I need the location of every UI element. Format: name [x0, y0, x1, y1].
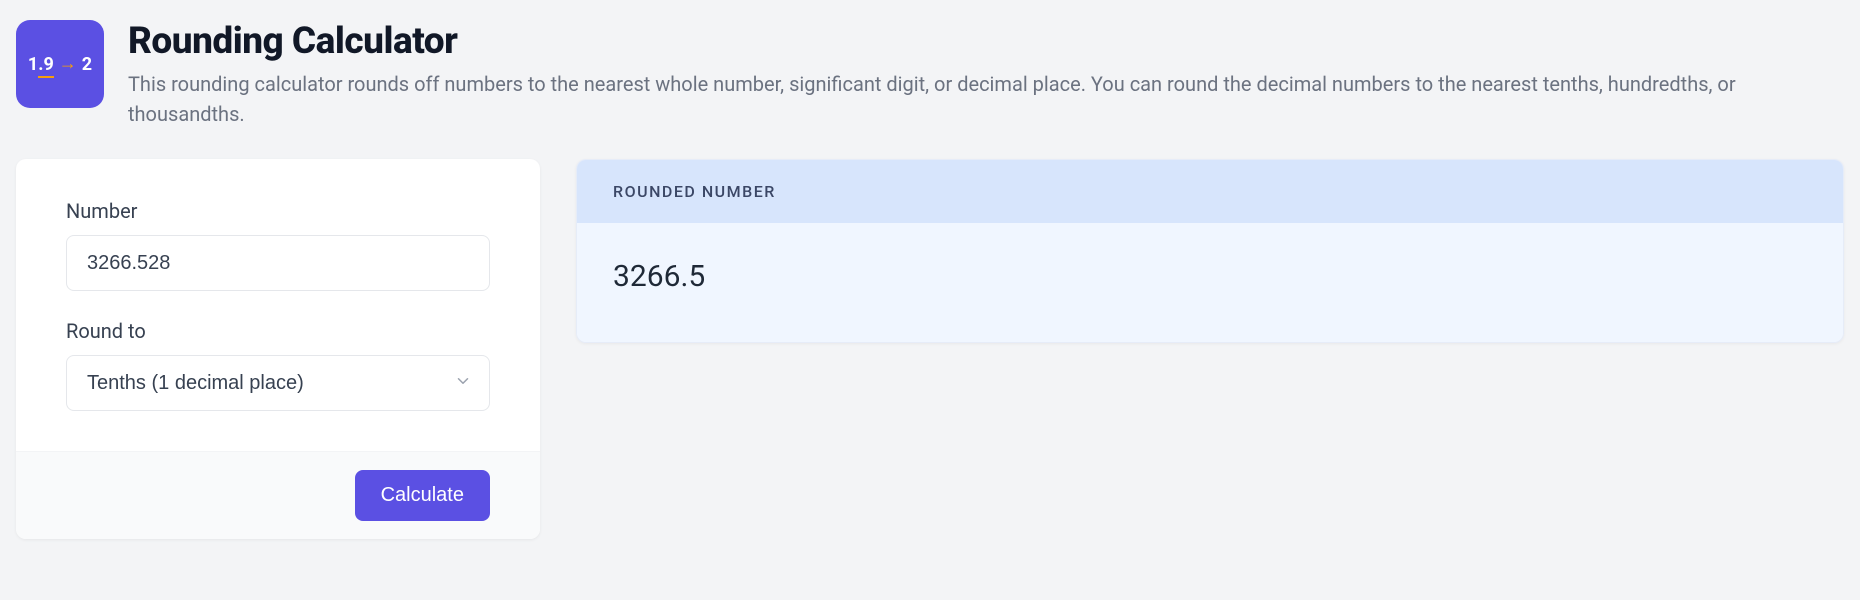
main-content: Number Round to Tenths (1 decimal place)…: [16, 159, 1844, 539]
round-to-label: Round to: [66, 319, 490, 343]
result-value: 3266.5: [613, 259, 1807, 294]
app-icon: 1.9 → 2: [16, 20, 104, 108]
page-title: Rounding Calculator: [128, 20, 1844, 63]
arrow-right-icon: →: [59, 55, 77, 73]
calculate-button[interactable]: Calculate: [355, 470, 490, 521]
result-body: 3266.5: [577, 223, 1843, 342]
round-to-field: Round to Tenths (1 decimal place): [66, 319, 490, 411]
card-footer: Calculate: [16, 451, 540, 539]
result-header: ROUNDED NUMBER: [577, 160, 1843, 223]
page-header: 1.9 → 2 Rounding Calculator This roundin…: [16, 20, 1844, 129]
input-card: Number Round to Tenths (1 decimal place)…: [16, 159, 540, 539]
number-input[interactable]: [66, 235, 490, 291]
app-icon-left: 1.9: [28, 54, 54, 75]
number-label: Number: [66, 199, 490, 223]
result-card: ROUNDED NUMBER 3266.5: [576, 159, 1844, 343]
round-to-select[interactable]: Tenths (1 decimal place): [66, 355, 490, 411]
page-description: This rounding calculator rounds off numb…: [128, 69, 1844, 129]
number-field: Number: [66, 199, 490, 291]
app-icon-right: 2: [82, 54, 92, 75]
